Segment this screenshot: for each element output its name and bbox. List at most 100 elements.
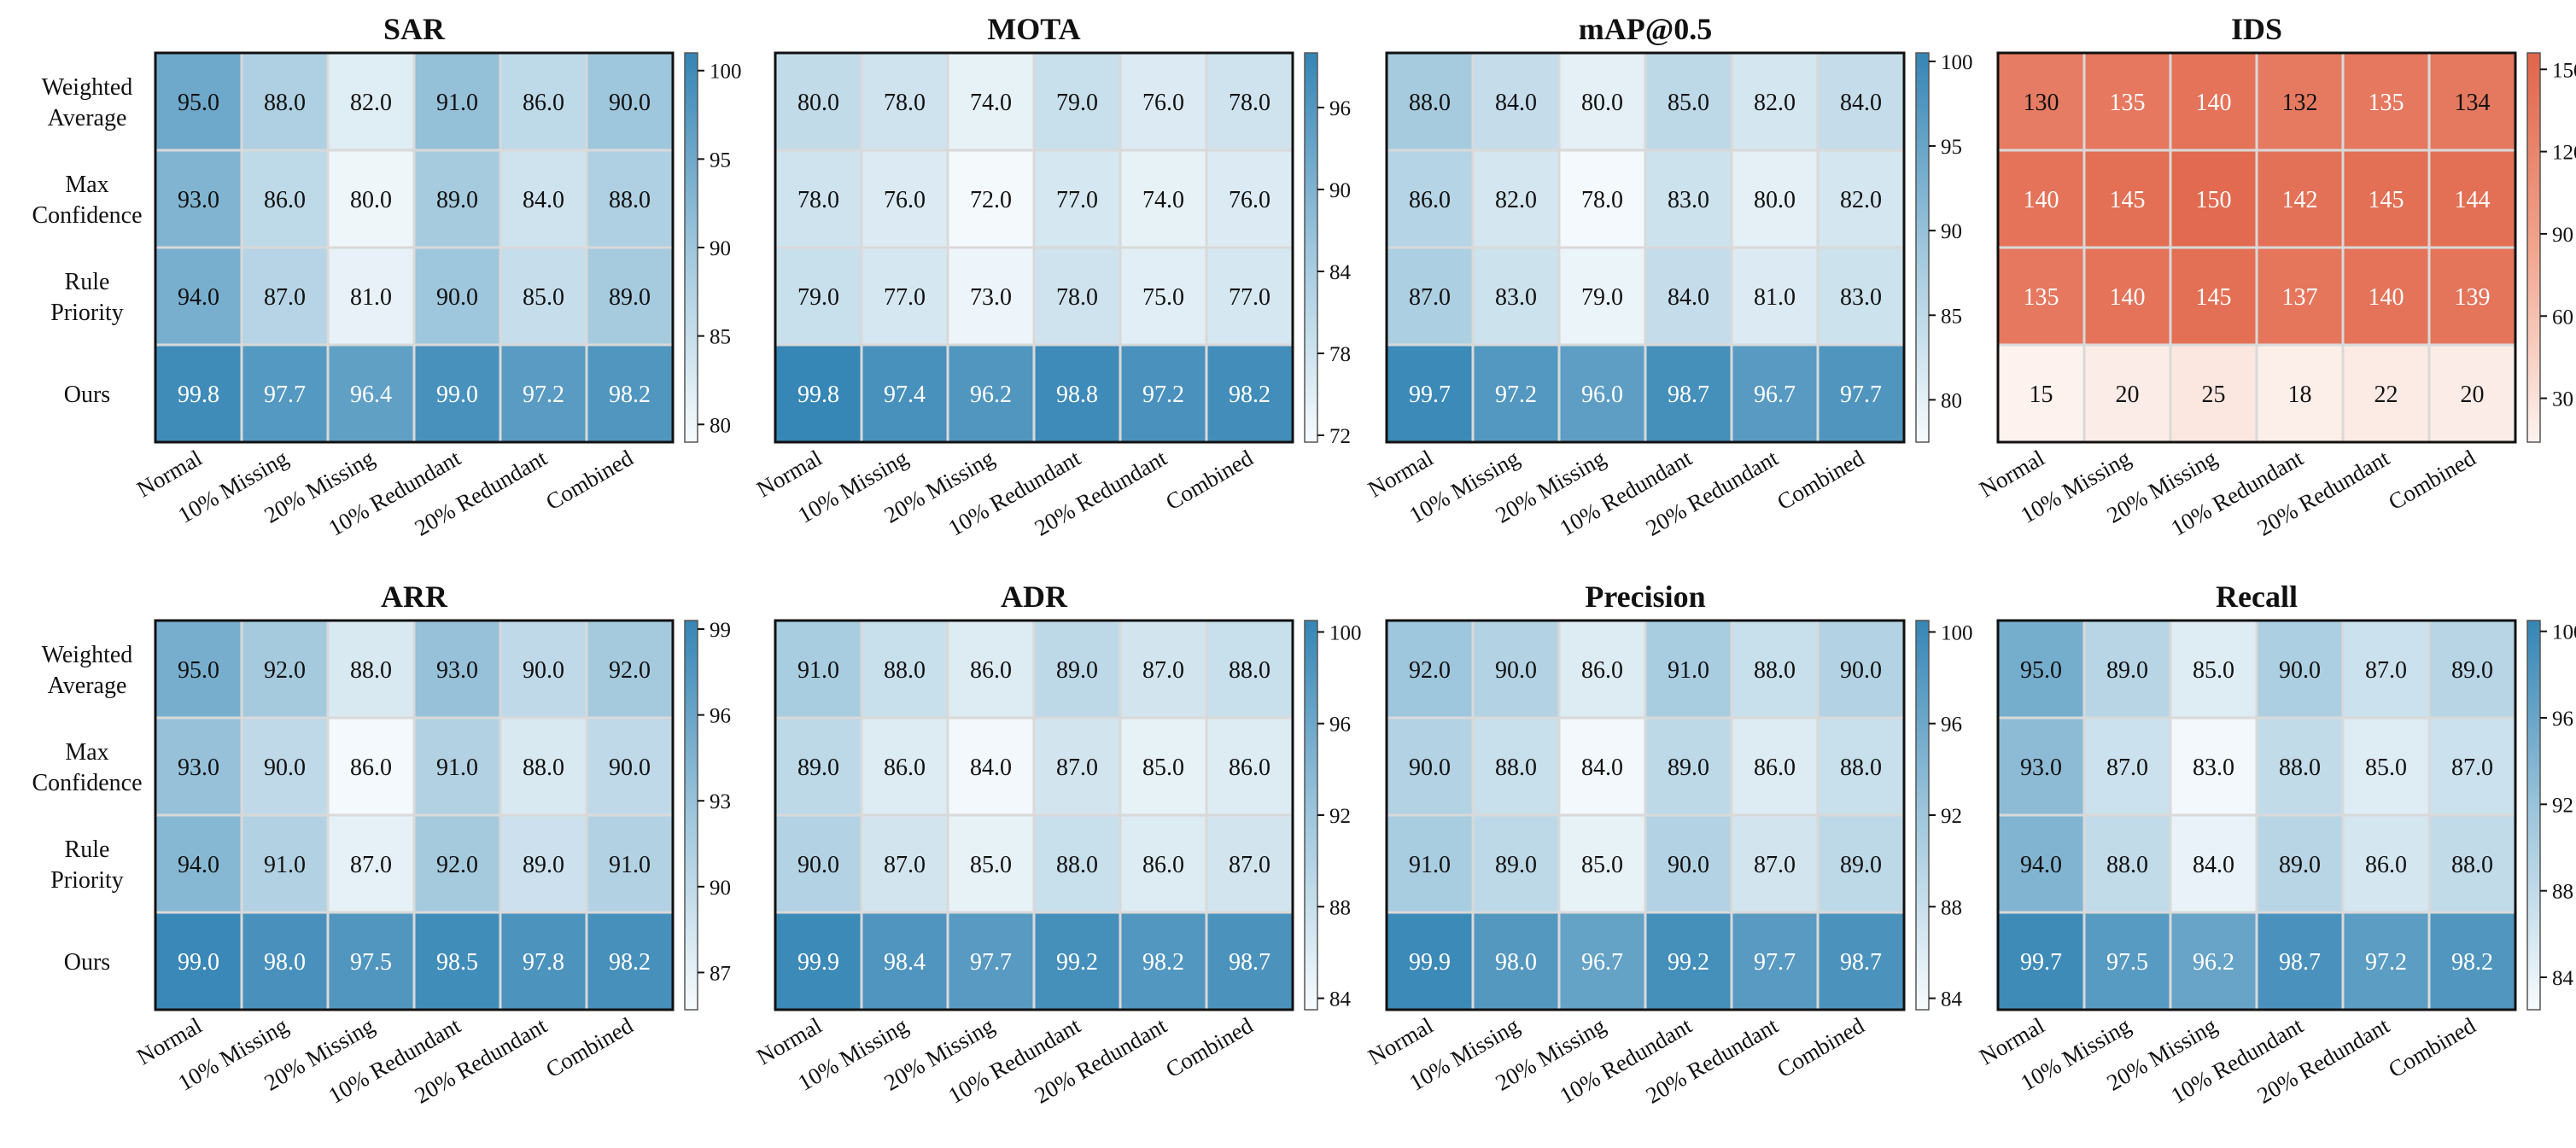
colorbar-tick-label: 88 (1329, 896, 1351, 919)
colorbar-tick-label: 80 (710, 414, 731, 437)
heatmap-cell (240, 343, 330, 444)
heatmap-frame (1385, 619, 1906, 1011)
heatmap-cell (240, 716, 330, 817)
colorbar-tick-label: 92 (1329, 805, 1351, 828)
colorbar-tick-label: 84 (1941, 988, 1963, 1011)
heatmap-cell (2341, 246, 2431, 347)
cell-value-label: 99.0 (178, 949, 219, 976)
column-label: Combined (541, 445, 638, 515)
cell-value-label: 77.0 (1056, 187, 1098, 213)
cell-value-label: 78.0 (797, 187, 839, 213)
heatmap-cell (1119, 813, 1208, 914)
heatmap-cell (774, 246, 863, 347)
heatmap-cell (1119, 343, 1208, 444)
heatmap-frame (774, 51, 1294, 444)
cell-value-label: 76.0 (1229, 187, 1270, 213)
cell-value-label: 91.0 (436, 755, 478, 781)
row-label: Rule Priority (50, 269, 124, 326)
heatmap-cell (860, 813, 949, 914)
colorbar-tick-label: 100 (2552, 621, 2576, 644)
cell-value-label: 94.0 (178, 284, 219, 311)
heatmap-cell (1205, 813, 1294, 914)
cell-value-label: 130 (2024, 90, 2059, 116)
heatmap-cell (2082, 246, 2172, 347)
colorbar-tick-label: 100 (1329, 621, 1362, 644)
heatmap-cell (412, 246, 502, 347)
cell-value-label: 88.0 (884, 657, 926, 684)
cell-value-label: 84.0 (1840, 90, 1882, 116)
cell-value-label: 90.0 (797, 852, 839, 878)
heatmap-cell (1032, 813, 1122, 914)
heatmap-cell (2341, 51, 2431, 152)
cell-value-label: 89.0 (2451, 657, 2493, 684)
panel-title: IDS (2231, 12, 2282, 46)
cell-value-label: 98.8 (1056, 382, 1098, 408)
cell-value-label: 88.0 (1495, 755, 1537, 781)
heatmap-cell (2169, 246, 2258, 347)
cell-value-label: 99.8 (797, 382, 839, 408)
heatmap-cell (1385, 619, 1475, 720)
cell-value-label: 83.0 (1668, 187, 1709, 213)
cell-value-label: 94.0 (178, 852, 219, 878)
heatmap-panel-sar: SAR 95.0 88.0 82.0 91.0 86.0 90.0 93.0 86.0 80.0 8… (32, 12, 741, 541)
cell-value-label: 144 (2455, 187, 2491, 213)
heatmap-cell (585, 51, 675, 152)
heatmap-cell (326, 343, 416, 444)
cell-value-label: 96.2 (2193, 949, 2234, 976)
column-label: Combined (2384, 1012, 2480, 1082)
cell-value-label: 79.0 (1581, 284, 1623, 311)
heatmap-cell (1032, 246, 1122, 347)
heatmap-cell (240, 246, 330, 347)
cell-value-label: 87.0 (2106, 755, 2148, 781)
cell-value-label: 86.0 (1409, 187, 1451, 213)
cell-value-label: 79.0 (797, 284, 839, 311)
colorbar-tick-label: 90 (1329, 179, 1351, 202)
cell-value-label: 88.0 (1056, 852, 1098, 878)
cell-value-label: 77.0 (884, 284, 926, 311)
heatmap-cell (1119, 246, 1208, 347)
heatmap-cell (1557, 343, 1647, 444)
heatmap-panel-ids: IDS 130 135 140 132 135 134 140 145 150 142 145 144 1… (1975, 12, 2576, 541)
heatmap-panel-mota: MOTA 80.0 78.0 74.0 79.0 76.0 78.0 78.0 76.0 72.0… (752, 12, 1351, 541)
heatmap-cell (946, 911, 1036, 1011)
cell-value-label: 99.2 (1668, 949, 1709, 976)
heatmap-frame (1996, 619, 2517, 1011)
cell-value-label: 76.0 (1142, 90, 1184, 116)
cell-value-label: 137 (2282, 284, 2318, 311)
cell-value-label: 85.0 (1668, 90, 1709, 116)
cell-value-label: 84.0 (2193, 852, 2234, 878)
cell-value-label: 80.0 (797, 90, 839, 116)
cell-value-label: 89.0 (1056, 657, 1098, 684)
colorbar-tick-label: 85 (710, 326, 731, 349)
cell-value-label: 85.0 (2193, 657, 2234, 684)
cell-value-label: 85.0 (1142, 755, 1184, 781)
cell-value-label: 88.0 (1754, 657, 1796, 684)
colorbar-tick-label: 92 (2552, 794, 2573, 817)
cell-value-label: 98.0 (264, 949, 306, 976)
heatmap-cell (1032, 619, 1122, 720)
cell-value-label: 73.0 (970, 284, 1012, 311)
cell-value-label: 99.9 (797, 949, 839, 976)
cell-value-label: 89.0 (523, 852, 564, 878)
panel-title: ARR (381, 580, 448, 614)
colorbar-tick-label: 80 (1941, 389, 1962, 412)
cell-value-label: 98.2 (1142, 949, 1184, 976)
cell-value-label: 140 (2369, 284, 2404, 311)
cell-value-label: 92.0 (436, 852, 478, 878)
cell-value-label: 88.0 (264, 90, 306, 116)
colorbar-tick-label: 90 (1941, 220, 1962, 243)
cell-value-label: 91.0 (1409, 852, 1451, 878)
heatmap-cell (240, 149, 330, 249)
colorbar-tick-label: 100 (710, 61, 742, 84)
cell-value-label: 85.0 (2365, 755, 2407, 781)
cell-value-label: 142 (2282, 187, 2318, 213)
colorbar-tick-label: 92 (1941, 805, 1962, 828)
heatmap-cell (946, 149, 1036, 249)
cell-value-label: 97.7 (264, 382, 306, 408)
cell-value-label: 140 (2196, 90, 2232, 116)
row-label: Weighted Average (42, 642, 133, 699)
cell-value-label: 90.0 (609, 755, 651, 781)
heatmap-cell (2082, 911, 2172, 1011)
heatmap-cell (1557, 716, 1647, 817)
cell-value-label: 86.0 (264, 187, 306, 213)
